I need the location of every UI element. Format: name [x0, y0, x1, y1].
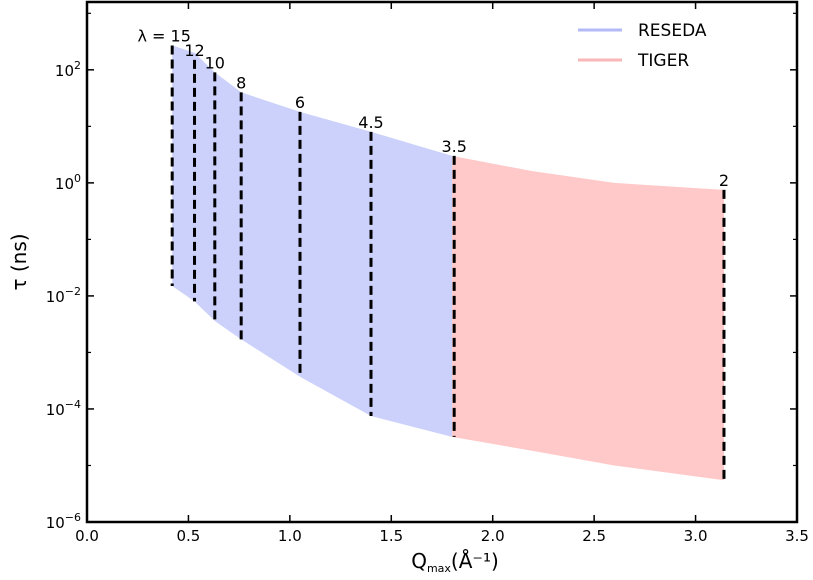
x-tick-label: 1.0	[278, 527, 302, 545]
x-tick-label: 3.0	[684, 527, 708, 545]
area-layer	[172, 45, 724, 481]
y-axis-label: τ (ns)	[7, 233, 31, 290]
legend-label-reseda: RESEDA	[638, 21, 707, 41]
x-tick-label: 2.5	[582, 527, 606, 545]
wavelength-label-2: 10	[205, 53, 225, 72]
wavelength-label-0: λ = 15	[137, 26, 190, 45]
x-tick-label: 1.5	[379, 527, 403, 545]
x-axis-label: Qmax(Å⁻¹)	[411, 549, 499, 575]
x-tick-label: 3.5	[785, 527, 809, 545]
y-tick-label: 100	[55, 172, 81, 193]
x-tick-label: 0.5	[176, 527, 200, 545]
area-tiger	[452, 155, 724, 481]
x-axis-ticks: 0.0 0.5 1.0 1.5 2.0 2.5 3.0 3.5	[75, 2, 809, 545]
wavelength-label-5: 4.5	[358, 113, 383, 132]
x-tick-label: 0.0	[75, 527, 99, 545]
wavelength-label-6: 3.5	[441, 137, 466, 156]
legend: RESEDA TIGER	[578, 21, 707, 71]
wavelength-label-1: 12	[184, 41, 204, 60]
legend-label-tiger: TIGER	[637, 51, 689, 71]
y-tick-label: 10−2	[46, 285, 81, 306]
x-tick-label: 2.0	[481, 527, 505, 545]
plot-frame	[85, 0, 799, 524]
y-tick-label: 10−4	[46, 398, 81, 419]
wavelength-label-4: 6	[295, 93, 305, 112]
wavelength-label-7: 2	[719, 171, 729, 190]
y-tick-label: 102	[55, 59, 81, 80]
wavelength-label-3: 8	[236, 73, 246, 92]
